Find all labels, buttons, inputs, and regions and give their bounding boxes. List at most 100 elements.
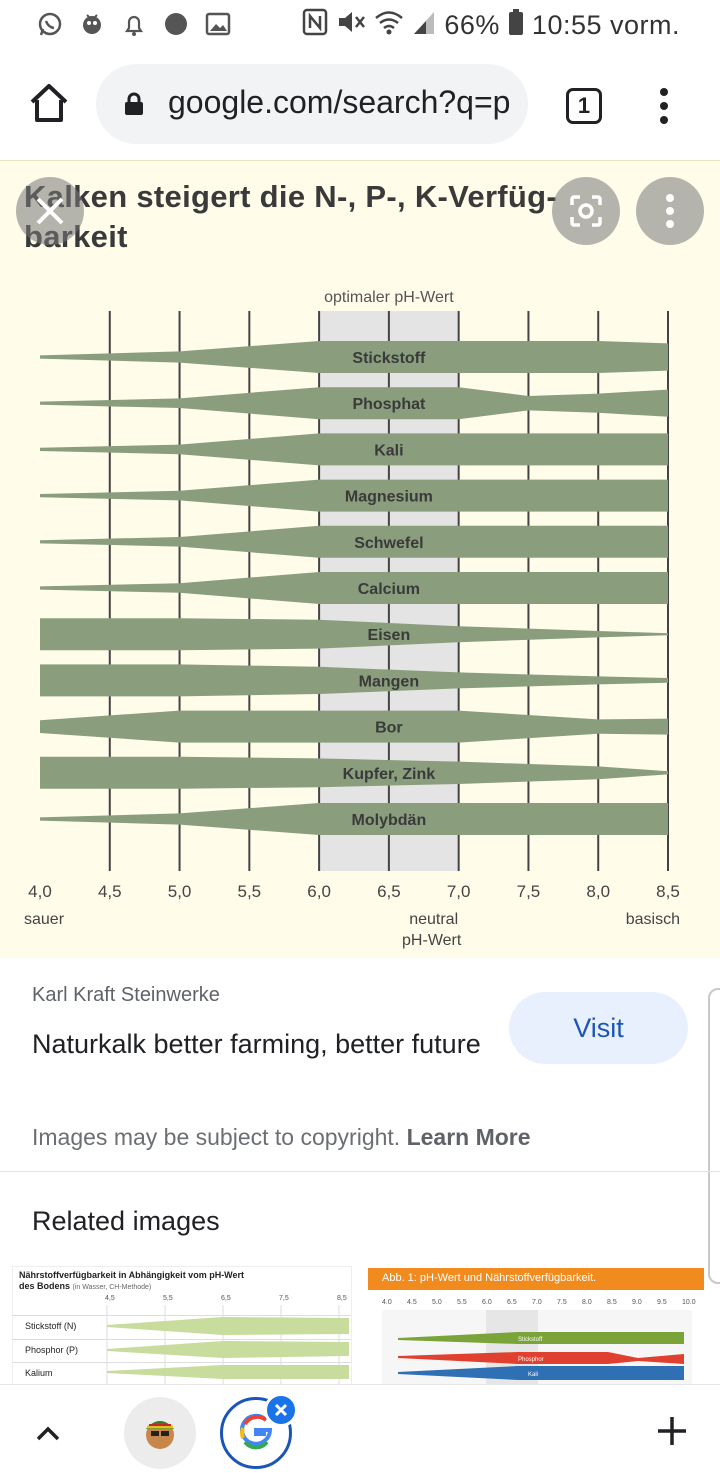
visit-button[interactable]: Visit (509, 992, 688, 1064)
thumb2-scale-label: 10.0 (682, 1299, 696, 1306)
google-icon (240, 1413, 273, 1450)
x-tick-label: 7,0 (447, 882, 471, 901)
nutrient-band (40, 710, 668, 743)
divider (0, 1171, 720, 1172)
google-tab-button[interactable] (220, 1397, 292, 1469)
close-tab-button[interactable] (264, 1393, 298, 1427)
whatsapp-icon (36, 10, 64, 38)
chart: optimaler pH-Wert Stickstoff Phosphat Kali M… (24, 289, 680, 949)
nutrient-band (40, 618, 668, 651)
new-tab-button[interactable] (656, 1415, 688, 1447)
thumb1-title-text: Nährstoffverfügbarkeit in Abhängigkeit v… (19, 1270, 245, 1291)
nutrient-label: Kali (374, 442, 403, 459)
url-text: google.com/search?q=p (168, 84, 511, 120)
nutrient-label: Magnesium (345, 489, 433, 506)
thumb2-scale-label: 8.5 (607, 1299, 617, 1306)
lens-button[interactable] (552, 177, 620, 245)
thumb1-scale-label: 5,5 (163, 1295, 173, 1302)
thumb1-row-label: Kalium (25, 1368, 53, 1378)
thumb2-scale-label: 6.0 (482, 1299, 492, 1306)
thumb2-bar-label: Kali (528, 1372, 538, 1378)
wifi-icon (374, 8, 404, 43)
nutrient-label: Mangen (359, 673, 419, 690)
nutrient-band (40, 341, 668, 373)
image-more-button[interactable] (636, 177, 704, 245)
nutrient-label: Stickstoff (352, 350, 426, 367)
optimal-ph-label: optimaler pH-Wert (324, 289, 454, 306)
clock: 10:55 vorm. (531, 10, 680, 40)
thumb2-bar-label: Phosphor (518, 1357, 544, 1363)
x-tick-label: 6,0 (307, 882, 331, 901)
related-image-1[interactable]: Nährstoffverfügbarkeit in Abhängigkeit v… (12, 1266, 352, 1386)
status-bar: 66% 10:55 vorm. (0, 0, 720, 52)
copyright-text: Images may be subject to copyright. (32, 1124, 401, 1150)
copyright-notice: Images may be subject to copyright. Lear… (32, 1124, 531, 1151)
thumb2-scale-label: 7.0 (532, 1299, 542, 1306)
status-right: 66% 10:55 vorm. (302, 8, 680, 43)
dot-icon (162, 10, 190, 38)
address-bar[interactable]: google.com/search?q=p (96, 64, 528, 144)
nutrient-band (40, 525, 668, 558)
nutrient-label: Bor (375, 720, 403, 737)
nutrient-band (40, 664, 668, 697)
tab-switcher-button[interactable]: 1 (566, 88, 602, 124)
basic-label: basisch (626, 911, 680, 928)
thumb2-scale-label: 8.0 (582, 1299, 592, 1306)
thumb2-scale-label: 6.5 (507, 1299, 517, 1306)
x-tick-label: 8,0 (586, 882, 610, 901)
nutrient-label: Eisen (368, 627, 411, 644)
x-tick-label: 7,5 (517, 882, 541, 901)
avatar[interactable] (124, 1397, 196, 1469)
learn-more-link[interactable]: Learn More (406, 1124, 531, 1150)
nutrient-label: Calcium (358, 581, 420, 598)
x-tick-label: 5,5 (238, 882, 262, 901)
related-image-2[interactable]: Abb. 1: pH-Wert und Nährstoffverfügbarke… (368, 1268, 704, 1386)
more-vert-icon (666, 194, 674, 228)
home-icon (30, 84, 68, 122)
nutrient-label: Kupfer, Zink (343, 766, 436, 783)
game-icon (78, 10, 106, 38)
thumb1-row-label: Stickstoff (N) (25, 1321, 77, 1331)
thumb1-scale-label: 4,5 (105, 1295, 115, 1302)
thumb1-scale-label: 6,5 (221, 1295, 231, 1302)
image-preview[interactable]: optimaler pH-Wert Stickstoff Phosphat Kali M… (0, 160, 720, 958)
thumb1-row: Stickstoff (N) (13, 1315, 351, 1337)
expand-button[interactable] (34, 1419, 62, 1447)
related-images-heading: Related images (32, 1206, 220, 1236)
thumb2-scale-label: 4.0 (382, 1299, 392, 1306)
battery-icon (508, 8, 524, 43)
thumb1-row: Phosphor (P) (13, 1339, 351, 1361)
thumb2-scale-label: 9.5 (657, 1299, 667, 1306)
nutrient-band (40, 572, 668, 604)
nutrient-band (40, 756, 668, 789)
home-button[interactable] (26, 80, 72, 126)
source-name[interactable]: Karl Kraft Steinwerke (32, 984, 220, 1006)
thumb1-title: Nährstoffverfügbarkeit in Abhängigkeit v… (19, 1270, 259, 1293)
lens-icon (570, 195, 602, 227)
side-panel-edge (708, 988, 720, 1284)
acidic-label: sauer (24, 911, 65, 928)
thumb1-row-label: Phosphor (P) (25, 1345, 79, 1355)
thumb2-bars: Stickstoff Phosphor Kali (382, 1310, 692, 1386)
status-left-icons (36, 10, 232, 38)
image-caption[interactable]: Naturkalk better farming, better future (32, 1029, 481, 1059)
overflow-menu-button[interactable] (652, 86, 676, 126)
browser-toolbar: google.com/search?q=p 1 (0, 52, 720, 160)
close-icon (36, 197, 64, 225)
nfc-icon (302, 8, 328, 43)
x-tick-label: 4,0 (28, 882, 52, 901)
neutral-label: neutral (409, 911, 458, 928)
plus-icon (658, 1417, 686, 1445)
signal-icon (412, 8, 436, 43)
close-button[interactable] (16, 177, 84, 245)
battery-percent: 66% (444, 10, 500, 40)
nutrient-label: Molybdän (352, 812, 427, 829)
x-tick-label: 5,0 (168, 882, 192, 901)
thumb2-scale-label: 4.5 (407, 1299, 417, 1306)
thumb2-scale-label: 5.0 (432, 1299, 442, 1306)
lock-icon (124, 92, 144, 116)
thumb1-row: Kalium (13, 1362, 351, 1384)
x-tick-label: 8,5 (656, 882, 680, 901)
chevron-up-icon (36, 1426, 60, 1441)
thumb2-scale-label: 9.0 (632, 1299, 642, 1306)
